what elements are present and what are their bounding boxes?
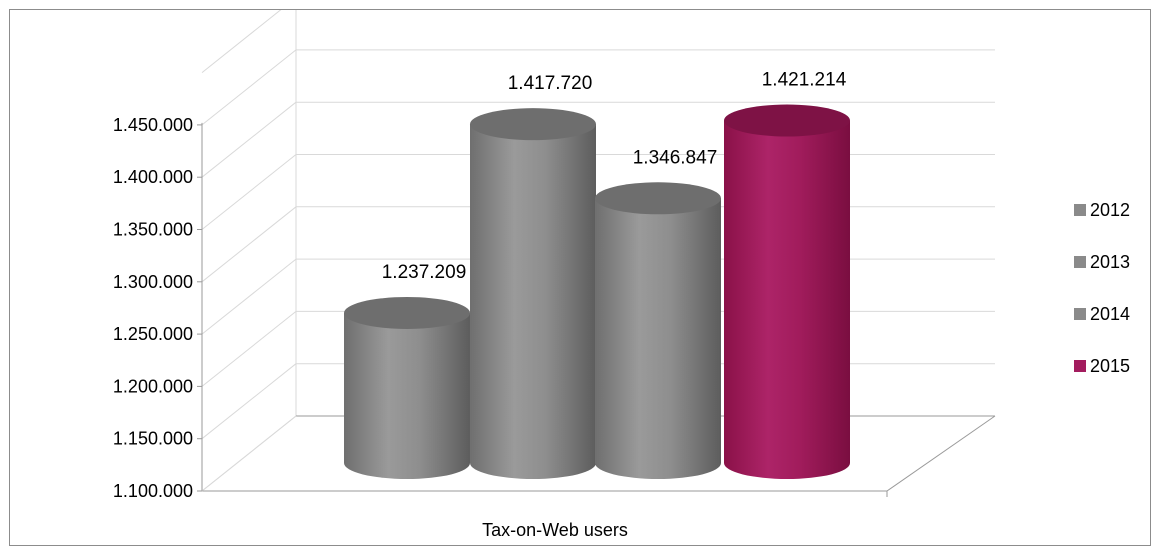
gridline-side bbox=[201, 206, 297, 283]
bar-2014 bbox=[595, 182, 721, 479]
bar-2013 bbox=[470, 108, 596, 479]
gridline-side bbox=[201, 311, 297, 387]
data-labels: 1.237.209 1.417.720 1.346.847 1.421.214 bbox=[382, 70, 847, 283]
y-tick-label: 1.200.000 bbox=[113, 376, 193, 396]
bars bbox=[344, 104, 850, 479]
gridline-side bbox=[201, 49, 297, 126]
legend-label: 2014 bbox=[1090, 304, 1130, 324]
gridline-side bbox=[201, 258, 297, 335]
bar-2015 bbox=[724, 104, 850, 479]
bar-body bbox=[724, 120, 850, 479]
bar-top bbox=[470, 108, 596, 141]
y-tick-label: 1.450.000 bbox=[113, 115, 193, 135]
category-label: Tax-on-Web users bbox=[482, 520, 628, 540]
bar-body bbox=[470, 124, 596, 479]
gridline-side bbox=[201, 154, 297, 230]
legend-swatch bbox=[1074, 308, 1086, 320]
gridline-side bbox=[201, 10, 282, 73]
y-tick-label: 1.300.000 bbox=[113, 272, 193, 292]
data-label: 1.237.209 bbox=[382, 262, 467, 283]
legend-swatch bbox=[1074, 256, 1086, 268]
y-tick-label: 1.100.000 bbox=[113, 481, 193, 501]
y-tick-label: 1.400.000 bbox=[113, 167, 193, 187]
data-label: 1.417.720 bbox=[508, 73, 593, 94]
gridline-side bbox=[201, 101, 297, 178]
floor-right-edge bbox=[886, 415, 996, 492]
bar-top bbox=[595, 182, 721, 215]
legend-swatch bbox=[1074, 360, 1086, 372]
bar-top bbox=[724, 104, 850, 137]
legend-label: 2013 bbox=[1090, 252, 1130, 272]
y-tick-label: 1.250.000 bbox=[113, 324, 193, 344]
chart-frame: 1.100.000 1.150.000 1.200.000 1.250.000 1.30… bbox=[9, 9, 1151, 546]
legend-label: 2012 bbox=[1090, 200, 1130, 220]
legend-label: 2015 bbox=[1090, 356, 1130, 376]
bar-chart: 1.100.000 1.150.000 1.200.000 1.250.000 1.30… bbox=[113, 10, 1130, 540]
bar-top bbox=[344, 296, 470, 329]
data-label: 1.346.847 bbox=[633, 147, 718, 168]
bar-2012 bbox=[344, 296, 470, 479]
legend: 2012 2013 2014 2015 bbox=[1074, 200, 1130, 376]
data-label: 1.421.214 bbox=[762, 70, 847, 91]
y-axis: 1.100.000 1.150.000 1.200.000 1.250.000 1.30… bbox=[113, 115, 203, 501]
bar-body bbox=[344, 312, 470, 479]
y-tick-label: 1.350.000 bbox=[113, 220, 193, 240]
gridline-side bbox=[201, 363, 297, 440]
bar-body bbox=[595, 198, 721, 479]
legend-swatch bbox=[1074, 204, 1086, 216]
y-tick-label: 1.150.000 bbox=[113, 429, 193, 449]
floor-left-edge bbox=[201, 415, 297, 492]
